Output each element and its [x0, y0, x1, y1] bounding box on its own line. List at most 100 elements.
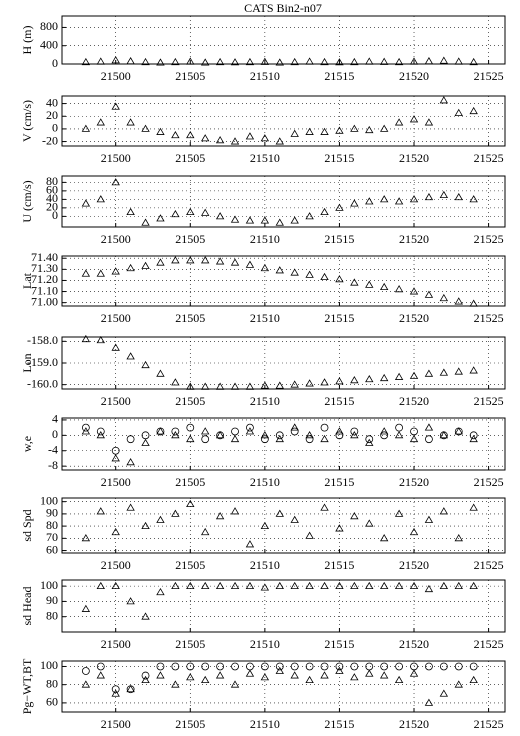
point: [424, 192, 434, 201]
panel: 60 80 100 21500 21505 21510 21515 21520 21525 Pg−…: [20, 658, 506, 731]
point: [305, 379, 314, 387]
point: [126, 263, 135, 272]
point: [96, 671, 105, 679]
point: [260, 57, 270, 65]
y-axis-label: Lat: [20, 272, 34, 289]
x-tick-label: 21525: [474, 717, 504, 731]
x-tick-label: 21515: [324, 232, 354, 246]
point: [245, 260, 255, 268]
point: [156, 515, 165, 523]
point: [156, 127, 165, 135]
point: [126, 118, 135, 126]
x-tick-label: 21515: [324, 311, 354, 325]
point: [335, 524, 344, 532]
x-tick-label: 21505: [175, 311, 205, 325]
point: [394, 285, 404, 293]
point: [81, 680, 91, 688]
point: [171, 209, 180, 218]
y-tick-label: 80: [46, 518, 58, 532]
point: [439, 56, 449, 64]
point: [171, 256, 180, 264]
x-tick-label: 21510: [250, 717, 280, 731]
point: [320, 671, 329, 679]
point: [231, 427, 239, 436]
point: [275, 431, 284, 440]
y-tick-label: -160.0: [27, 376, 58, 390]
point: [96, 507, 105, 515]
point: [454, 192, 463, 201]
y-tick-label: 20: [46, 200, 58, 214]
point: [156, 427, 165, 435]
point: [260, 521, 270, 530]
point: [141, 218, 150, 226]
point: [394, 675, 404, 684]
x-tick-label: 21520: [399, 232, 429, 246]
point: [439, 190, 449, 199]
point: [260, 216, 270, 224]
y-tick-label: -159.0: [27, 355, 58, 369]
point: [245, 57, 255, 66]
point: [394, 509, 404, 517]
x-tick-label: 21500: [101, 311, 131, 325]
point: [141, 360, 150, 369]
y-axis-label: V (cm/s): [20, 100, 34, 142]
point: [216, 431, 225, 440]
point: [305, 581, 314, 590]
point: [215, 212, 225, 220]
point: [245, 669, 255, 677]
point: [379, 124, 389, 132]
y-axis-label: Lon: [20, 353, 34, 372]
point: [305, 662, 314, 671]
point: [200, 134, 210, 142]
point: [335, 581, 344, 590]
point: [81, 57, 91, 66]
point: [454, 427, 463, 435]
x-tick-label: 21515: [324, 717, 354, 731]
x-tick-label: 21505: [175, 69, 205, 83]
x-tick-label: 21525: [474, 232, 504, 246]
point: [379, 195, 389, 203]
point: [335, 431, 344, 440]
point: [81, 534, 91, 542]
plot-frame: [61, 497, 506, 554]
point: [394, 197, 404, 205]
point: [439, 368, 449, 376]
x-tick-label: 21515: [324, 394, 354, 408]
x-tick-label: 21500: [101, 151, 131, 165]
point: [275, 137, 284, 145]
x-tick-label: 21510: [250, 558, 280, 572]
point: [335, 666, 344, 674]
point: [365, 519, 374, 527]
y-tick-label: 40: [46, 191, 58, 205]
point: [111, 56, 120, 64]
point: [365, 57, 374, 65]
y-tick-label: 0: [52, 56, 58, 70]
point: [469, 662, 478, 671]
point: [81, 604, 91, 612]
point: [439, 293, 449, 302]
point: [126, 435, 135, 444]
y-tick-label: 60: [46, 695, 58, 709]
x-tick-label: 21520: [399, 475, 429, 489]
point: [156, 427, 165, 436]
x-tick-label: 21500: [101, 558, 131, 572]
point: [111, 454, 120, 462]
point: [156, 662, 165, 671]
point: [469, 503, 478, 511]
point: [260, 431, 270, 439]
point: [156, 671, 165, 679]
point: [260, 583, 270, 591]
point: [394, 431, 404, 439]
point: [425, 435, 433, 444]
x-tick-label: 21515: [324, 69, 354, 83]
point: [171, 130, 180, 139]
point: [200, 427, 210, 435]
point: [424, 56, 434, 65]
point: [469, 675, 478, 684]
x-tick-label: 21510: [250, 394, 280, 408]
point: [379, 581, 389, 590]
point: [141, 521, 150, 530]
point: [215, 136, 225, 144]
point: [245, 132, 255, 140]
